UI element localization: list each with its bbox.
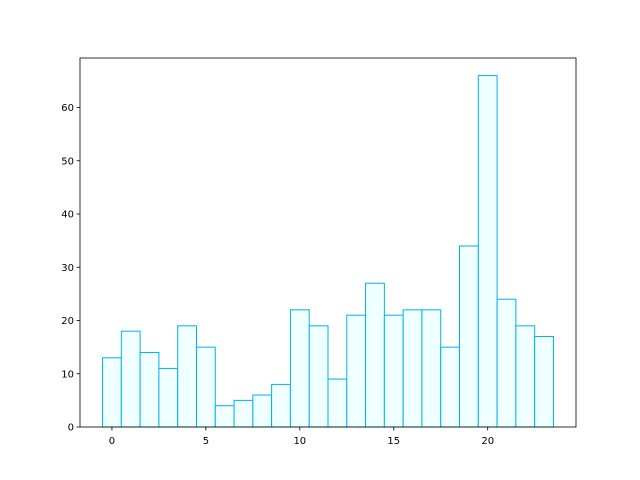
bar <box>421 309 442 428</box>
bar <box>496 298 517 428</box>
bar <box>214 405 235 428</box>
x-tick-label: 0 <box>109 436 115 447</box>
bar <box>233 399 254 428</box>
y-tick-label: 20 <box>61 316 74 327</box>
bar <box>346 314 367 428</box>
y-tick-label: 60 <box>61 103 74 114</box>
bar <box>252 394 273 428</box>
y-tick-label: 10 <box>61 369 74 380</box>
bar <box>308 325 329 428</box>
x-tick-label: 10 <box>293 436 306 447</box>
bar <box>365 282 385 428</box>
bar <box>440 346 461 428</box>
y-tick-label: 30 <box>61 263 74 274</box>
y-tick-label: 40 <box>61 210 74 221</box>
x-tick-label: 5 <box>203 436 209 447</box>
bar <box>177 325 197 428</box>
x-tick-label: 20 <box>481 436 494 447</box>
bar <box>402 309 423 428</box>
bar <box>477 75 498 428</box>
y-tick-label: 0 <box>68 423 74 434</box>
y-tick-label: 50 <box>61 156 74 167</box>
bar <box>534 335 554 428</box>
bar <box>289 309 310 428</box>
bar <box>271 383 291 428</box>
bar <box>195 346 216 428</box>
x-tick-label: 15 <box>387 436 400 447</box>
bar <box>383 314 404 428</box>
bar <box>102 357 122 428</box>
bar <box>327 378 348 428</box>
bar <box>120 330 141 428</box>
bar <box>459 245 479 428</box>
bar <box>139 351 160 428</box>
bar <box>515 325 536 428</box>
axes-frame <box>79 57 577 428</box>
bar <box>158 367 179 428</box>
